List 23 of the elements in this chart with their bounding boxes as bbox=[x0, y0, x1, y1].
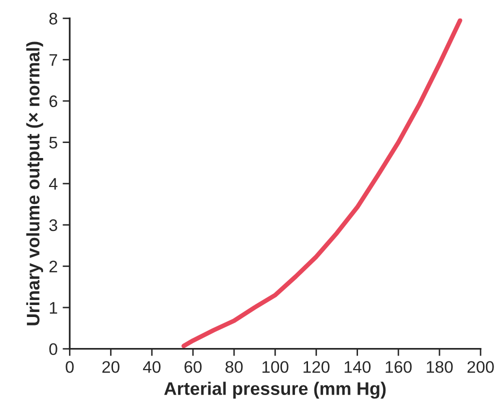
y-axis-title: Urinary volume output (× normal) bbox=[26, 42, 44, 326]
y-tick-label: 4 bbox=[49, 178, 58, 190]
y-tick-label: 6 bbox=[49, 95, 58, 108]
x-tick-label: 100 bbox=[262, 361, 288, 373]
x-tick-label: 20 bbox=[102, 361, 120, 373]
x-tick-label: 120 bbox=[304, 361, 330, 373]
x-tick-label: 200 bbox=[468, 361, 494, 373]
x-tick-label: 80 bbox=[226, 361, 243, 373]
y-tick-label: 0 bbox=[49, 343, 58, 356]
y-tick-label: 7 bbox=[50, 54, 58, 66]
line-series bbox=[182, 18, 462, 348]
y-tick-label: 8 bbox=[49, 12, 58, 25]
x-tick-label: 40 bbox=[143, 361, 161, 373]
x-tick-label: 0 bbox=[66, 361, 74, 373]
x-tick-label: 140 bbox=[344, 361, 371, 373]
y-tick-label: 3 bbox=[49, 219, 58, 232]
x-axis-title: Arterial pressure (mm Hg) bbox=[164, 382, 386, 399]
x-tick-label: 180 bbox=[426, 361, 453, 373]
y-tick-label: 5 bbox=[49, 136, 58, 148]
x-tick-label: 160 bbox=[386, 361, 412, 373]
y-tick-label: 1 bbox=[50, 302, 58, 314]
y-tick-label: 2 bbox=[49, 260, 58, 272]
x-tick-label: 60 bbox=[184, 361, 202, 373]
